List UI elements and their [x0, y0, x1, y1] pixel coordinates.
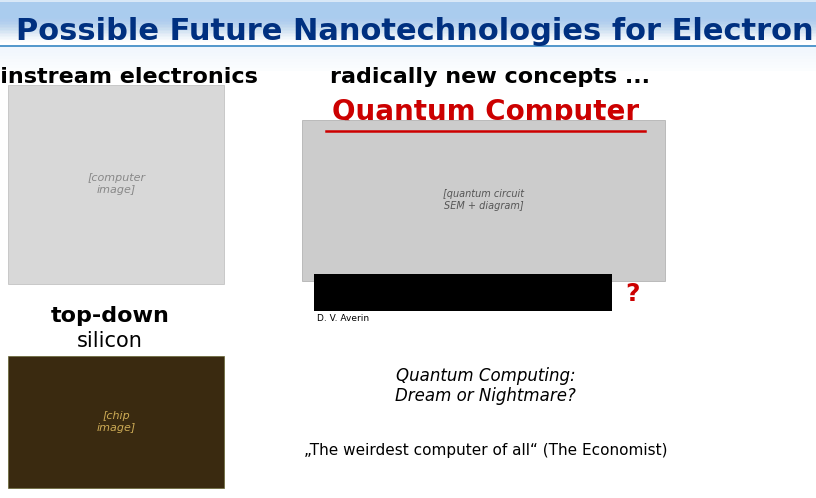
Bar — [314, 274, 612, 311]
Bar — [0, 2, 816, 30]
Bar — [0, 2, 816, 25]
Bar — [0, 3, 816, 43]
Bar — [0, 45, 816, 47]
Text: „The weirdest computer of all“ (The Economist): „The weirdest computer of all“ (The Econ… — [304, 443, 667, 458]
Bar — [0, 56, 816, 59]
Bar — [0, 2, 816, 21]
Bar — [0, 2, 816, 13]
Bar — [0, 2, 816, 15]
Bar — [0, 3, 816, 42]
Bar — [0, 50, 816, 53]
Bar — [0, 3, 816, 40]
Bar — [0, 1, 816, 7]
Bar — [0, 59, 816, 62]
Bar — [8, 85, 224, 284]
Bar — [0, 2, 816, 36]
Text: silicon: silicon — [78, 331, 143, 351]
Bar — [0, 2, 816, 34]
Text: Quantum Computer: Quantum Computer — [332, 98, 639, 126]
Bar — [0, 2, 816, 27]
Text: Solid-state qubits under control: Solid-state qubits under control — [343, 289, 583, 302]
Bar — [0, 1, 816, 3]
Bar — [0, 2, 816, 9]
Text: Quantum Computing:
Dream or Nightmare?: Quantum Computing: Dream or Nightmare? — [395, 367, 576, 405]
Bar — [0, 65, 816, 68]
Bar — [0, 0, 816, 1]
Bar — [0, 2, 816, 24]
Text: [computer
image]: [computer image] — [87, 173, 146, 195]
Bar — [0, 47, 816, 50]
Bar — [0, 2, 816, 18]
Bar — [0, 53, 816, 56]
Bar — [8, 356, 224, 488]
Bar — [0, 1, 816, 4]
Bar — [302, 120, 665, 281]
Bar — [0, 2, 816, 22]
Bar — [0, 3, 816, 39]
Bar — [0, 2, 816, 16]
Bar — [0, 2, 816, 33]
Text: radically new concepts ...: radically new concepts ... — [330, 67, 650, 87]
Bar — [0, 2, 816, 31]
Text: Quantum computation: Quantum computation — [320, 278, 406, 287]
Text: ?: ? — [625, 282, 640, 306]
Text: mainstream electronics: mainstream electronics — [0, 67, 258, 87]
Bar — [0, 2, 816, 12]
Bar — [0, 2, 816, 28]
Bar — [0, 68, 816, 71]
Text: Possible Future Nanotechnologies for Electronics: Possible Future Nanotechnologies for Ele… — [16, 17, 816, 46]
Bar — [0, 2, 816, 10]
Text: [quantum circuit
SEM + diagram]: [quantum circuit SEM + diagram] — [443, 189, 525, 211]
Bar — [0, 2, 816, 19]
Text: [chip
image]: [chip image] — [97, 411, 136, 433]
Text: D. V. Averin: D. V. Averin — [317, 314, 370, 323]
Bar — [0, 62, 816, 65]
Bar — [0, 1, 816, 6]
Text: top-down: top-down — [51, 306, 170, 326]
Bar — [0, 2, 816, 37]
